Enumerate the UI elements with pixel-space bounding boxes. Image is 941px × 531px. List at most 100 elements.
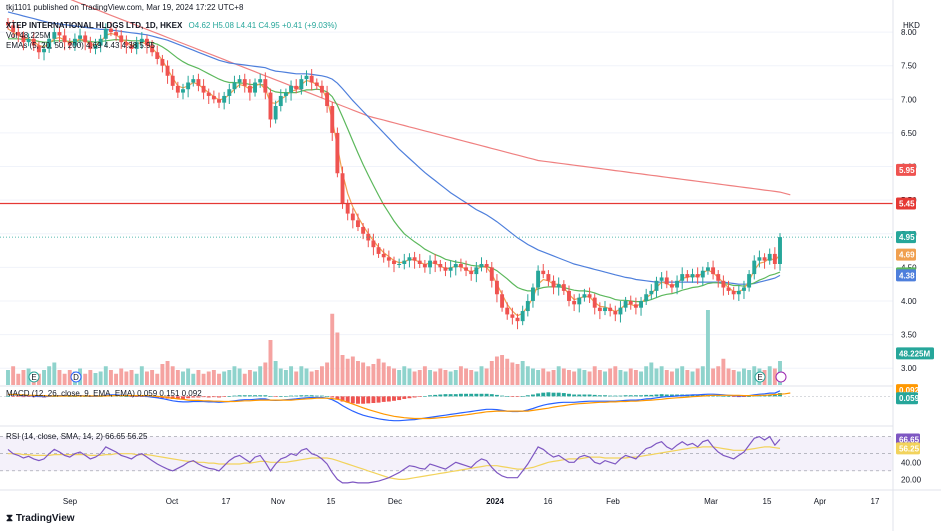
volume-bar-88: [458, 366, 463, 385]
volume-bar-25: [134, 373, 139, 385]
macd-hist-67: [350, 396, 355, 404]
macd-hist-12: [67, 396, 72, 397]
volume-bar-130: [675, 368, 680, 385]
macd-hist-129: [669, 394, 674, 397]
volume-bar-109: [567, 370, 571, 385]
volume-bar-28: [150, 370, 155, 385]
candle-body-69: [361, 227, 366, 234]
macd-hist-81: [422, 396, 427, 397]
volume-bar-105: [546, 371, 551, 385]
horizontal-lines[interactable]: [0, 202, 893, 238]
candle-body-55: [289, 85, 294, 93]
candle-body-24: [129, 45, 134, 49]
candle-body-48: [253, 82, 257, 93]
volume-bar-19: [103, 366, 108, 385]
macd-hist-9: [52, 396, 57, 397]
volume-bar-17: [93, 373, 98, 385]
time-axis[interactable]: Sep Oct 17 Nov 15 Dec 2024 16 Feb Mar 15 Apr 17: [63, 497, 880, 506]
candle-body-124: [644, 294, 649, 301]
macd-hist-128: [664, 394, 669, 397]
volume-bar-114: [592, 366, 597, 385]
symbol-title[interactable]: XTEP INTERNATIONAL HLDGS LTD, 1D, HKEX: [6, 21, 183, 30]
macd-hist-64: [335, 396, 340, 400]
macd-hist-108: [561, 393, 566, 397]
candle-body-88: [458, 264, 463, 268]
volume-bar-89: [464, 368, 469, 385]
tradingview-logo[interactable]: ⧗ TradingView: [6, 513, 75, 524]
macd-hist-29: [155, 396, 160, 398]
macd-hist-116: [603, 395, 607, 397]
volume-bar-86: [448, 371, 453, 385]
candle-body-2: [16, 32, 21, 36]
price-tick-label-2: 7.00: [901, 95, 917, 104]
event-marker-label-0: E: [31, 373, 36, 382]
volume-legend[interactable]: Vol 48.225M: [6, 31, 51, 40]
macd-hist-70: [366, 396, 371, 404]
volume-bar-111: [577, 368, 582, 385]
macd-hist-48: [253, 395, 257, 397]
macd-hist-45: [237, 395, 242, 397]
candle-body-72: [376, 247, 381, 254]
macd-hist-117: [608, 395, 613, 397]
candle-body-49: [258, 79, 263, 83]
macd-tag-bg-1: [896, 392, 918, 405]
volume-bar-69: [361, 362, 366, 385]
volume-bar-50: [263, 362, 268, 385]
candle-body-7: [42, 48, 46, 53]
macd-hist-49: [258, 395, 263, 397]
candle-body-114: [592, 297, 597, 308]
volume-bar-61: [319, 366, 324, 385]
macd-hist-89: [464, 393, 469, 397]
volume-bar-24: [129, 370, 134, 385]
time-tick-7: 16: [544, 497, 553, 506]
ema-legend[interactable]: EMAs (5, 20, 50, 200) 4.69 4.43 4.38 5.9…: [6, 41, 155, 50]
macd-hist-68: [356, 396, 360, 404]
macd-hist-44: [232, 395, 237, 397]
volume-bar-138: [716, 366, 721, 385]
candle-body-119: [618, 307, 623, 315]
volume-bar-149: [772, 368, 777, 385]
volume-bar-8: [47, 366, 52, 385]
volume-bar-101: [525, 366, 530, 385]
candle-body-11: [62, 35, 67, 43]
volume-bar-137: [711, 368, 716, 385]
volume-bar-46: [242, 373, 247, 385]
candle-body-78: [407, 257, 412, 261]
rsi-legend[interactable]: RSI (14, close, SMA, 14, 2) 66.65 56.25: [6, 432, 148, 441]
event-marker-label-1: D: [73, 373, 79, 382]
volume-bar-144: [747, 370, 752, 385]
currency-label[interactable]: HKD: [903, 21, 920, 30]
price-tag-6: 48.225M: [899, 349, 930, 358]
candle-body-14: [78, 35, 83, 39]
candle-body-145: [752, 260, 757, 275]
volume-bar-20: [108, 370, 113, 385]
time-tick-1: Oct: [166, 497, 179, 506]
macd-hist-25: [134, 396, 139, 397]
macd-hist-23: [124, 396, 129, 397]
macd-legend[interactable]: MACD (12, 26, close, 9, EMA, EMA) 0.059 …: [6, 389, 202, 398]
macd-hist-13: [72, 396, 77, 397]
volume-bar-68: [356, 361, 360, 385]
volume-bar-23: [124, 371, 129, 385]
candle-body-77: [402, 260, 407, 264]
candle-body-1: [11, 25, 16, 33]
volume-bar-124: [644, 366, 649, 385]
candle-body-86: [448, 267, 453, 271]
macd-hist-76: [397, 396, 402, 401]
candle-body-58: [304, 75, 309, 80]
candle-body-111: [577, 297, 582, 305]
macd-hist-36: [191, 396, 196, 398]
candle-body-76: [397, 264, 402, 265]
macd-hist-34: [181, 396, 185, 399]
macd-hist-43: [227, 396, 232, 397]
macd-hist-98: [510, 396, 515, 397]
price-tag-bg-2: [896, 231, 916, 244]
macd-hist-5: [31, 396, 36, 398]
candle-body-85: [443, 267, 448, 271]
candle-body-147: [762, 257, 767, 261]
price-tag-bg-1: [896, 197, 916, 210]
